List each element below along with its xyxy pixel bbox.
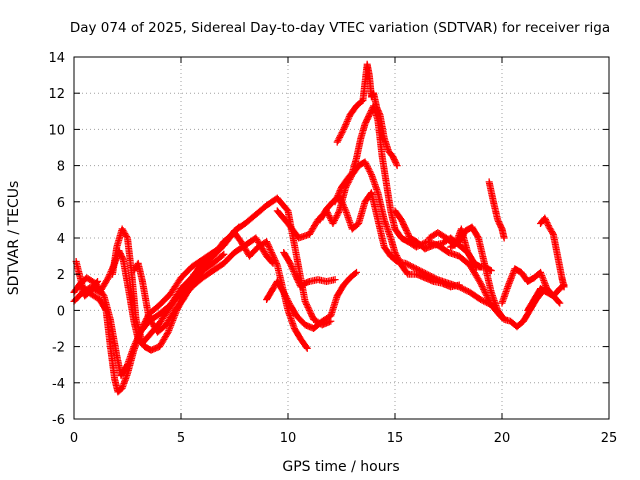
series-arc-3	[72, 223, 243, 396]
series-markers	[280, 248, 339, 291]
y-tick-label: 8	[57, 160, 65, 175]
series-markers	[316, 189, 506, 322]
y-tick-label: -6	[52, 413, 65, 428]
series-markers	[524, 281, 568, 314]
series-markers	[130, 250, 228, 336]
y-tick-label: 4	[57, 232, 65, 247]
x-tick-label: 10	[280, 431, 297, 446]
y-tick-label: -4	[52, 377, 65, 392]
series-arc-5	[130, 250, 228, 336]
y-tick-label: 0	[57, 304, 65, 319]
y-tick-label: 10	[48, 123, 65, 138]
series-arc-6	[263, 268, 360, 332]
series-arc-11	[333, 60, 401, 170]
y-tick-label: 2	[57, 268, 65, 283]
series-markers	[263, 268, 360, 332]
series-arc-18	[537, 214, 568, 291]
x-tick-label: 0	[70, 431, 78, 446]
x-tick-label: 15	[387, 431, 404, 446]
series-markers	[72, 223, 243, 396]
x-axis-label: GPS time / hours	[282, 459, 399, 475]
y-tick-label: -2	[52, 341, 65, 356]
x-tick-label: 20	[494, 431, 511, 446]
y-tick-label: 14	[48, 51, 65, 66]
series-markers	[76, 277, 102, 300]
chart-title: Day 074 of 2025, Sidereal Day-to-day VTE…	[70, 20, 610, 36]
axis-ticks: 0 5 10 15 20 25 -6 -4 -2 0 2 4 6 8 10 12 14	[48, 51, 617, 446]
x-tick-label: 5	[177, 431, 185, 446]
y-tick-label: 6	[57, 196, 65, 211]
series-markers	[485, 178, 508, 242]
x-tick-label: 25	[601, 431, 618, 446]
y-tick-label: 12	[48, 87, 65, 102]
series-arc-15	[485, 178, 508, 242]
series-arc-9	[316, 189, 506, 322]
series-markers	[537, 214, 568, 291]
y-axis-label: SDTVAR / TECUs	[6, 181, 22, 296]
series-arc-7	[280, 248, 339, 291]
series-markers	[333, 60, 401, 170]
series-arc-19	[76, 277, 102, 300]
series-arc-17	[524, 281, 568, 314]
data-series	[70, 60, 568, 396]
